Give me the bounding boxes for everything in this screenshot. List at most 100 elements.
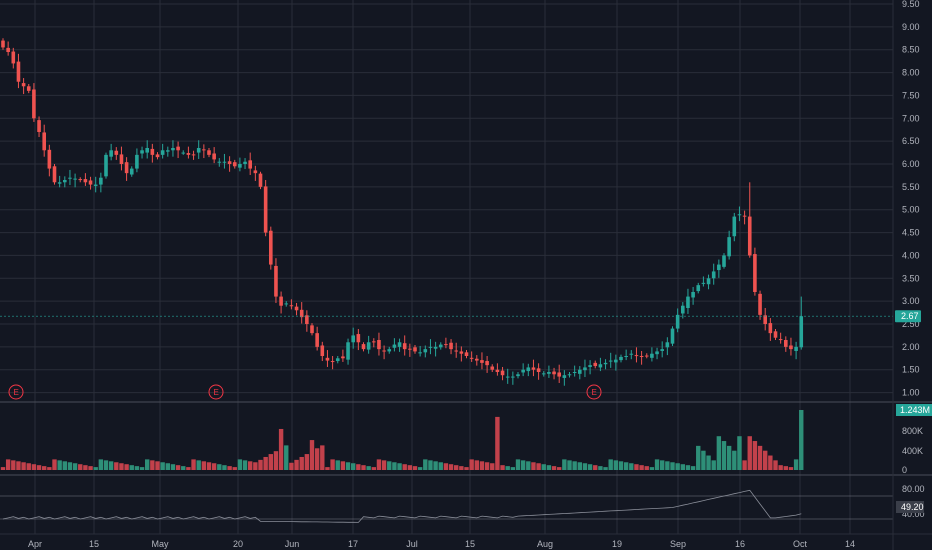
volume-bar[interactable]: [361, 465, 366, 470]
volume-bar[interactable]: [98, 459, 104, 470]
volume-bar[interactable]: [381, 460, 387, 470]
candle-body[interactable]: [16, 61, 21, 82]
volume-bar[interactable]: [582, 463, 588, 470]
candle-body[interactable]: [227, 161, 232, 164]
volume-bar[interactable]: [67, 462, 73, 470]
volume-bar[interactable]: [129, 465, 134, 470]
candle-body[interactable]: [57, 182, 62, 184]
volume-bar[interactable]: [304, 454, 310, 470]
volume-bar[interactable]: [474, 460, 479, 470]
candle-body[interactable]: [222, 161, 227, 163]
volume-bar[interactable]: [417, 467, 423, 470]
volume-bar[interactable]: [284, 445, 289, 470]
volume-bar[interactable]: [469, 459, 474, 470]
volume-bar[interactable]: [93, 467, 98, 470]
price-axis[interactable]: 9.50 9.00 8.50 8.00 7.50 7.00 6.50 6.00 5.50 5.00…: [902, 0, 920, 398]
candle-body[interactable]: [114, 150, 119, 155]
candle-body[interactable]: [99, 177, 103, 185]
volume-bar[interactable]: [11, 460, 16, 470]
candle-body[interactable]: [377, 340, 381, 350]
candle-body[interactable]: [310, 325, 314, 334]
volume-bar[interactable]: [629, 463, 634, 470]
candle-body[interactable]: [753, 254, 757, 292]
volume-bar[interactable]: [587, 464, 593, 470]
volume-bar[interactable]: [160, 462, 165, 470]
candle-body[interactable]: [274, 265, 278, 297]
candle-body[interactable]: [773, 331, 778, 338]
candle-body[interactable]: [480, 360, 484, 363]
volume-bar[interactable]: [557, 467, 562, 470]
candle-body[interactable]: [166, 150, 170, 152]
candle-body[interactable]: [619, 356, 623, 361]
volume-axis[interactable]: 800K 400K 0: [902, 426, 923, 475]
volume-bar[interactable]: [500, 465, 505, 470]
candle-body[interactable]: [366, 342, 371, 350]
volume-bar[interactable]: [103, 460, 109, 470]
volume-bar[interactable]: [634, 464, 639, 470]
volume-bar[interactable]: [273, 451, 279, 470]
volume-bar[interactable]: [268, 454, 273, 470]
earnings-marker[interactable]: E: [8, 384, 24, 400]
volume-bar[interactable]: [258, 459, 263, 470]
volume-bar[interactable]: [793, 459, 799, 470]
candle-body[interactable]: [361, 344, 366, 350]
candle-body[interactable]: [598, 364, 603, 368]
volume-bar[interactable]: [31, 464, 37, 470]
candle-body[interactable]: [145, 148, 149, 153]
volume-bar[interactable]: [206, 462, 212, 470]
volume-bar[interactable]: [412, 466, 418, 470]
volume-bar[interactable]: [170, 464, 176, 470]
volume-bar[interactable]: [356, 464, 361, 470]
volume-bar[interactable]: [572, 461, 577, 470]
candle-body[interactable]: [320, 345, 325, 356]
candle-body[interactable]: [335, 358, 340, 362]
candle-body[interactable]: [289, 305, 294, 307]
candle-body[interactable]: [516, 374, 520, 377]
volume-bar[interactable]: [340, 461, 346, 470]
candle-body[interactable]: [258, 173, 263, 187]
volume-bar[interactable]: [72, 463, 78, 470]
volume-bar[interactable]: [242, 460, 248, 470]
candle-body[interactable]: [799, 316, 804, 348]
volume-bar[interactable]: [613, 460, 619, 470]
volume-bar[interactable]: [21, 462, 26, 470]
candle-body[interactable]: [232, 162, 237, 167]
volume-bar[interactable]: [778, 465, 783, 470]
volume-bar[interactable]: [124, 464, 129, 470]
volume-bar[interactable]: [459, 466, 464, 470]
candle-body[interactable]: [382, 350, 386, 352]
candle-body[interactable]: [32, 89, 36, 119]
candle-body[interactable]: [717, 264, 721, 271]
candle-body[interactable]: [37, 120, 41, 132]
candle-body[interactable]: [490, 366, 495, 370]
volume-bar[interactable]: [201, 461, 207, 470]
volume-bar[interactable]: [335, 460, 340, 470]
volume-bar[interactable]: [799, 410, 804, 470]
candle-body[interactable]: [269, 230, 273, 265]
volume-bar[interactable]: [726, 445, 732, 470]
candle-body[interactable]: [763, 315, 767, 324]
candle-body[interactable]: [711, 271, 716, 279]
volume-bar[interactable]: [593, 465, 598, 470]
volume-bar[interactable]: [253, 462, 258, 470]
volume-bar[interactable]: [773, 460, 778, 470]
volume-bar[interactable]: [376, 459, 382, 470]
candle-body[interactable]: [171, 148, 175, 151]
candle-body[interactable]: [305, 315, 309, 324]
candle-body[interactable]: [42, 132, 46, 151]
volume-bar[interactable]: [237, 459, 243, 470]
candle-body[interactable]: [603, 362, 608, 365]
volume-bar[interactable]: [88, 466, 93, 470]
candle-body[interactable]: [742, 215, 747, 217]
volume-bar[interactable]: [134, 466, 140, 470]
candle-body[interactable]: [469, 357, 474, 359]
volume-bar[interactable]: [520, 460, 526, 470]
volume-bar[interactable]: [248, 461, 253, 470]
candle-body[interactable]: [665, 342, 670, 348]
volume-bar[interactable]: [186, 467, 191, 470]
candle-body[interactable]: [315, 333, 319, 347]
volume-bar[interactable]: [26, 463, 31, 470]
candle-body[interactable]: [140, 150, 144, 154]
volume-bar[interactable]: [62, 461, 67, 470]
volume-bar[interactable]: [289, 462, 294, 470]
